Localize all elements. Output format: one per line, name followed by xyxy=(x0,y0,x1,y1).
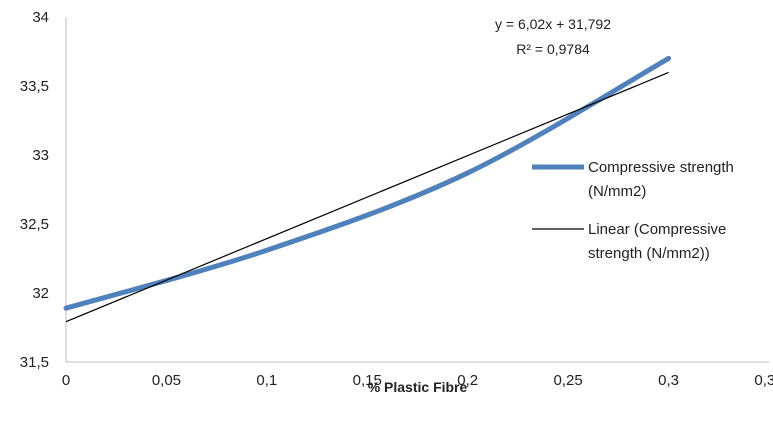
x-axis-title: % Plastic Fibre xyxy=(368,379,468,395)
x-tick-label: 0,2 xyxy=(457,372,478,389)
x-tick-label: 0 xyxy=(62,372,70,389)
trendline-r-squared-text: R² = 0,9784 xyxy=(516,41,590,57)
x-tick-labels: 0 0,05 0,1 0,15 0,2 0,25 0,3 0,35 xyxy=(62,372,773,389)
x-tick-label: 0,05 xyxy=(152,372,181,389)
legend-label: Compressive strength xyxy=(588,159,734,176)
y-tick-label: 33,5 xyxy=(20,78,49,95)
y-tick-label: 34 xyxy=(32,9,49,26)
trendline-equation: y = 6,02x + 31,792 R² = 0,9784 xyxy=(495,16,611,57)
series-layer xyxy=(63,55,672,323)
x-tick-label: 0,25 xyxy=(554,372,583,389)
x-tick-label: 0,15 xyxy=(353,372,382,389)
y-tick-labels: 31,5 32 32,5 33 33,5 34 xyxy=(20,9,49,371)
chart-legend: Compressive strength (N/mm2) Linear (Compr… xyxy=(532,159,734,262)
y-tick-label: 32 xyxy=(32,285,49,302)
chart-axes xyxy=(65,17,769,363)
legend-label: (N/mm2) xyxy=(588,183,646,200)
y-tick-label: 32,5 xyxy=(20,216,49,233)
series-line-compressive-strength xyxy=(63,55,672,311)
x-tick-label: 0,1 xyxy=(256,372,277,389)
legend-label: strength (N/mm2)) xyxy=(588,245,710,262)
x-tick-label: 0,35 xyxy=(754,372,773,389)
trendline-equation-text: y = 6,02x + 31,792 xyxy=(495,16,611,32)
legend-label: Linear (Compressive xyxy=(588,221,726,238)
y-tick-label: 33 xyxy=(32,147,49,164)
x-tick-label: 0,3 xyxy=(658,372,679,389)
series-line-linear-trendline xyxy=(65,71,669,323)
y-tick-label: 31,5 xyxy=(20,354,49,371)
